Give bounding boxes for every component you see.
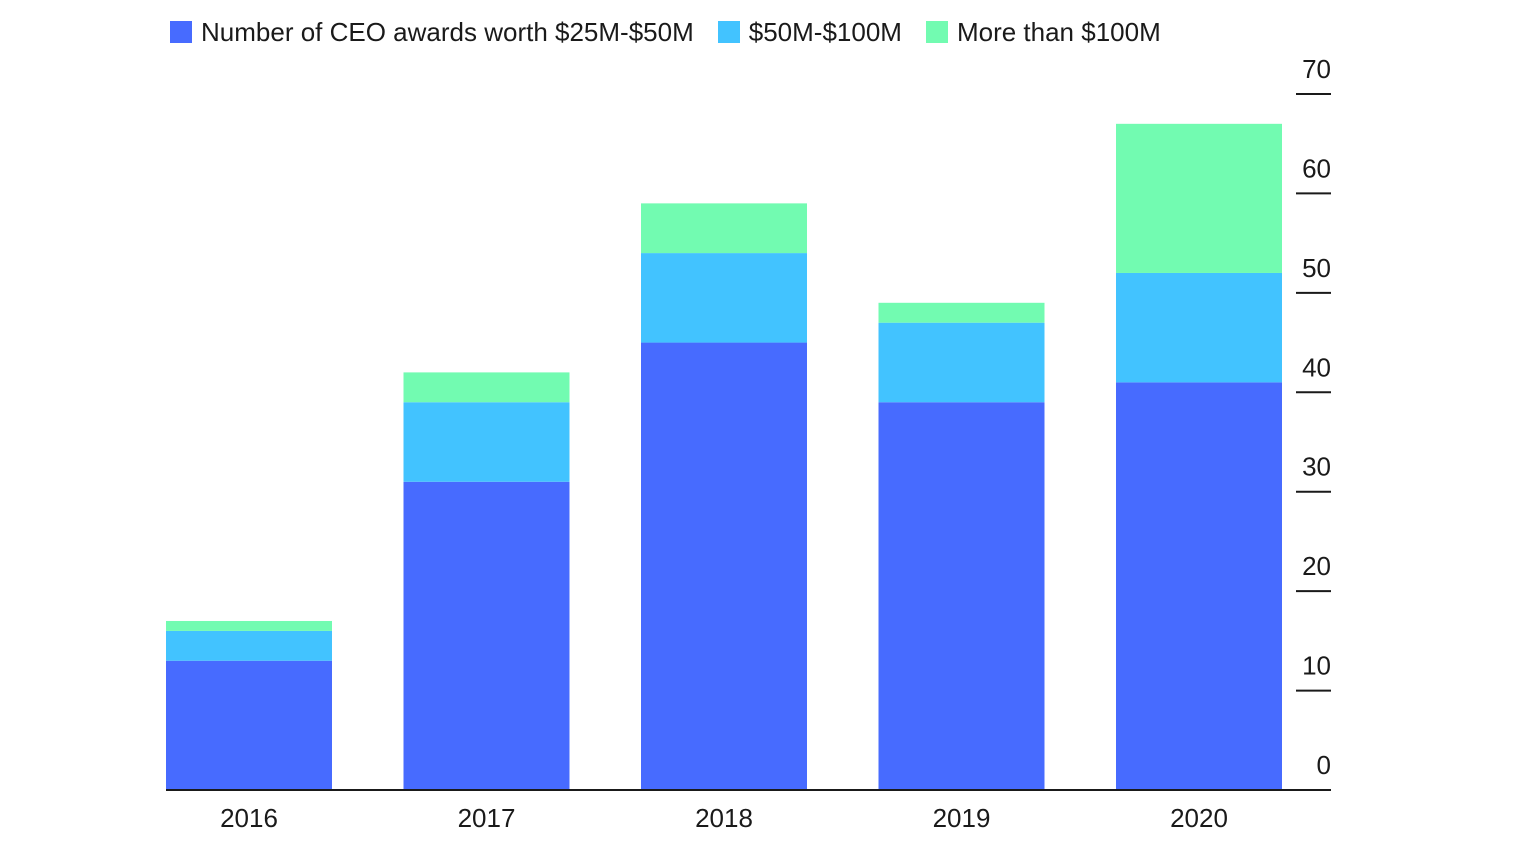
legend-item-50m-100m: $50M-$100M — [717, 16, 902, 48]
x-tick-label-2017: 2017 — [458, 803, 516, 833]
bar-2018-series-0 — [641, 342, 807, 790]
bar-2020-series-2 — [1116, 123, 1282, 273]
bar-2016-series-2 — [166, 620, 332, 631]
legend-swatch-over-100m — [925, 21, 948, 43]
legend-swatch-50m-100m — [717, 21, 740, 43]
legend-swatch-25m-50m — [170, 21, 192, 43]
y-tick-label-10: 10 — [1302, 651, 1331, 681]
y-tick-label-20: 20 — [1302, 551, 1331, 581]
bar-2019-series-2 — [878, 302, 1045, 323]
y-tick-label-0: 0 — [1317, 750, 1331, 780]
bar-2017-series-0 — [403, 481, 570, 790]
bar-2016-series-0 — [166, 660, 332, 790]
x-tick-label-2019: 2019 — [933, 803, 991, 833]
bar-2019-series-0 — [878, 402, 1045, 790]
y-tick-label-50: 50 — [1302, 253, 1331, 283]
x-tick-label-2020: 2020 — [1170, 803, 1228, 833]
bar-2017-series-1 — [403, 402, 570, 482]
bar-2018-series-1 — [641, 253, 807, 343]
bar-2017-series-2 — [403, 372, 570, 403]
legend-label-25m-50m: Number of CEO awards worth $25M-$50M — [201, 17, 694, 47]
chart-legend: Number of CEO awards worth $25M-$50M $50… — [170, 16, 1185, 48]
legend-label-over-100m: More than $100M — [956, 17, 1161, 47]
bar-2019-series-1 — [878, 322, 1045, 403]
y-tick-label-70: 70 — [1302, 54, 1331, 84]
legend-item-25m-50m: Number of CEO awards worth $25M-$50M — [170, 16, 694, 48]
y-tick-label-60: 60 — [1302, 153, 1331, 183]
legend-item-over-100m: More than $100M — [925, 16, 1161, 48]
x-tick-label-2018: 2018 — [695, 803, 753, 833]
bar-2018-series-2 — [641, 203, 807, 254]
y-tick-label-30: 30 — [1302, 452, 1331, 482]
bar-2020-series-0 — [1116, 382, 1282, 790]
bar-2020-series-1 — [1116, 272, 1282, 383]
legend-label-50m-100m: $50M-$100M — [748, 17, 902, 47]
bar-2016-series-1 — [166, 630, 332, 661]
y-tick-label-40: 40 — [1302, 352, 1331, 382]
x-tick-label-2016: 2016 — [220, 803, 278, 833]
